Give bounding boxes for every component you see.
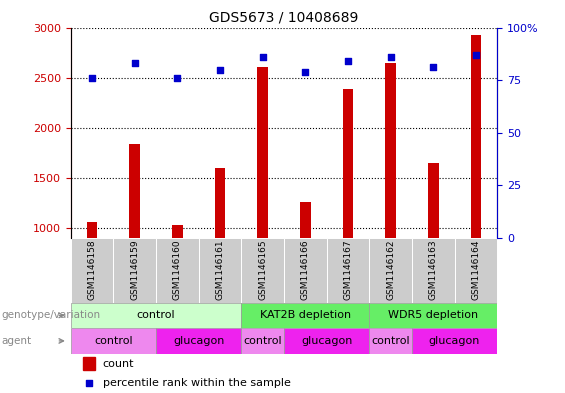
Text: GSM1146166: GSM1146166 [301, 240, 310, 300]
Text: agent: agent [1, 336, 31, 346]
Text: WDR5 depletion: WDR5 depletion [388, 310, 479, 320]
Point [471, 52, 480, 58]
Bar [241, 238, 284, 303]
Point [85, 380, 94, 386]
Bar [428, 163, 438, 238]
Bar [241, 328, 284, 354]
Bar [412, 328, 497, 354]
Text: KAT2B depletion: KAT2B depletion [260, 310, 351, 320]
Bar [215, 168, 225, 238]
Bar [257, 66, 268, 238]
Point [344, 58, 353, 64]
Bar [199, 238, 241, 303]
Bar [241, 303, 370, 328]
Text: percentile rank within the sample: percentile rank within the sample [103, 378, 290, 388]
Text: control: control [371, 336, 410, 346]
Point [301, 68, 310, 75]
Text: GSM1146167: GSM1146167 [344, 240, 353, 300]
Point [130, 60, 139, 66]
Bar [156, 238, 199, 303]
Bar [113, 238, 156, 303]
Text: GSM1146159: GSM1146159 [130, 240, 139, 300]
Text: glucagon: glucagon [429, 336, 480, 346]
Bar [370, 303, 497, 328]
Point [215, 66, 224, 73]
Text: genotype/variation: genotype/variation [1, 310, 100, 320]
Point [173, 75, 182, 81]
Bar [327, 238, 370, 303]
Bar [412, 238, 454, 303]
Text: GSM1146165: GSM1146165 [258, 240, 267, 300]
Bar [370, 328, 412, 354]
Bar [129, 144, 140, 238]
Bar [370, 238, 412, 303]
Bar [71, 238, 113, 303]
Bar [71, 303, 241, 328]
Bar [300, 202, 311, 238]
Text: glucagon: glucagon [301, 336, 352, 346]
Text: glucagon: glucagon [173, 336, 224, 346]
Text: GSM1146161: GSM1146161 [215, 240, 224, 300]
Bar [284, 238, 327, 303]
Text: GSM1146160: GSM1146160 [173, 240, 182, 300]
Point [429, 64, 438, 71]
Text: GSM1146163: GSM1146163 [429, 240, 438, 300]
Point [258, 54, 267, 60]
Text: GSM1146162: GSM1146162 [386, 240, 395, 300]
Bar [454, 238, 497, 303]
Bar [342, 88, 353, 238]
Text: count: count [103, 358, 134, 369]
Bar [471, 35, 481, 238]
Bar [84, 357, 95, 369]
Bar [156, 328, 241, 354]
Title: GDS5673 / 10408689: GDS5673 / 10408689 [209, 11, 359, 25]
Text: control: control [244, 336, 282, 346]
Bar [172, 225, 182, 238]
Text: GSM1146158: GSM1146158 [88, 240, 97, 300]
Text: control: control [137, 310, 175, 320]
Bar [86, 222, 97, 238]
Text: control: control [94, 336, 133, 346]
Point [386, 54, 395, 60]
Bar [71, 328, 156, 354]
Bar [284, 328, 370, 354]
Bar [385, 62, 396, 238]
Point [88, 75, 97, 81]
Text: GSM1146164: GSM1146164 [471, 240, 480, 300]
